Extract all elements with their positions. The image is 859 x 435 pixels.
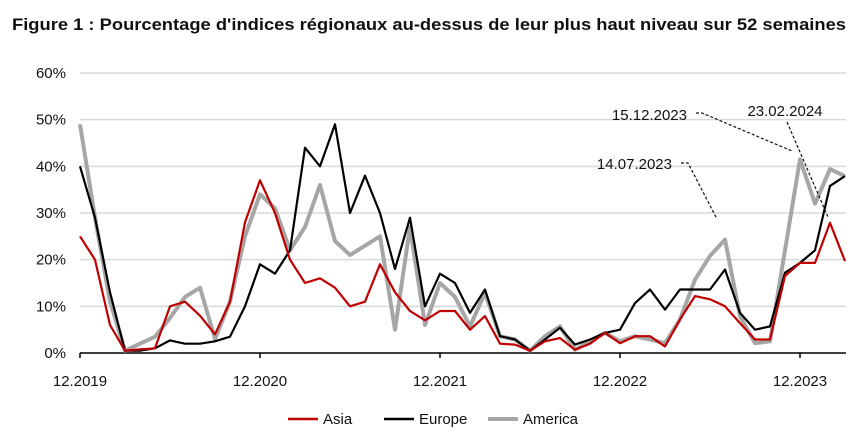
gridlines <box>80 72 846 308</box>
y-tick-label: 50% <box>36 112 66 129</box>
x-tick-label: 12.2020 <box>233 373 287 390</box>
annotation-leader-2 <box>696 112 793 152</box>
y-axis-ticks: 0% 10% 20% 30% 40% 50% 60% <box>36 65 66 362</box>
y-tick-label: 0% <box>44 345 66 362</box>
annotation-label-2: 15.12.2023 <box>612 107 687 124</box>
x-axis: 12.2019 12.2020 12.2021 12.2022 12.2023 <box>53 352 846 390</box>
x-tick-label: 12.2021 <box>413 373 467 390</box>
series-line-europe <box>78 123 846 352</box>
legend: Asia Europe America <box>288 411 579 428</box>
annotation-leader-1 <box>681 162 718 220</box>
x-tick-label: 12.2019 <box>53 373 107 390</box>
legend-label-asia: Asia <box>323 411 353 428</box>
chart-title: Figure 1 : Pourcentage d'indices régiona… <box>12 15 846 34</box>
y-tick-label: 40% <box>36 158 66 175</box>
series-line-asia <box>79 179 847 352</box>
y-tick-label: 20% <box>36 252 66 269</box>
series-lines <box>78 123 847 353</box>
annotation-label-1: 14.07.2023 <box>597 156 672 173</box>
y-tick-label: 60% <box>36 65 66 82</box>
x-tick-label: 12.2023 <box>773 373 827 390</box>
annotations: 14.07.2023 15.12.2023 23.02.2024 <box>597 103 829 220</box>
annotation-label-3: 23.02.2024 <box>747 103 822 120</box>
y-tick-label: 30% <box>36 205 66 222</box>
y-tick-label: 10% <box>36 298 66 315</box>
x-tick-label: 12.2022 <box>593 373 647 390</box>
series-line-america <box>78 123 846 353</box>
legend-label-europe: Europe <box>419 411 467 428</box>
annotation-leader-3 <box>786 121 829 218</box>
legend-label-america: America <box>523 411 579 428</box>
